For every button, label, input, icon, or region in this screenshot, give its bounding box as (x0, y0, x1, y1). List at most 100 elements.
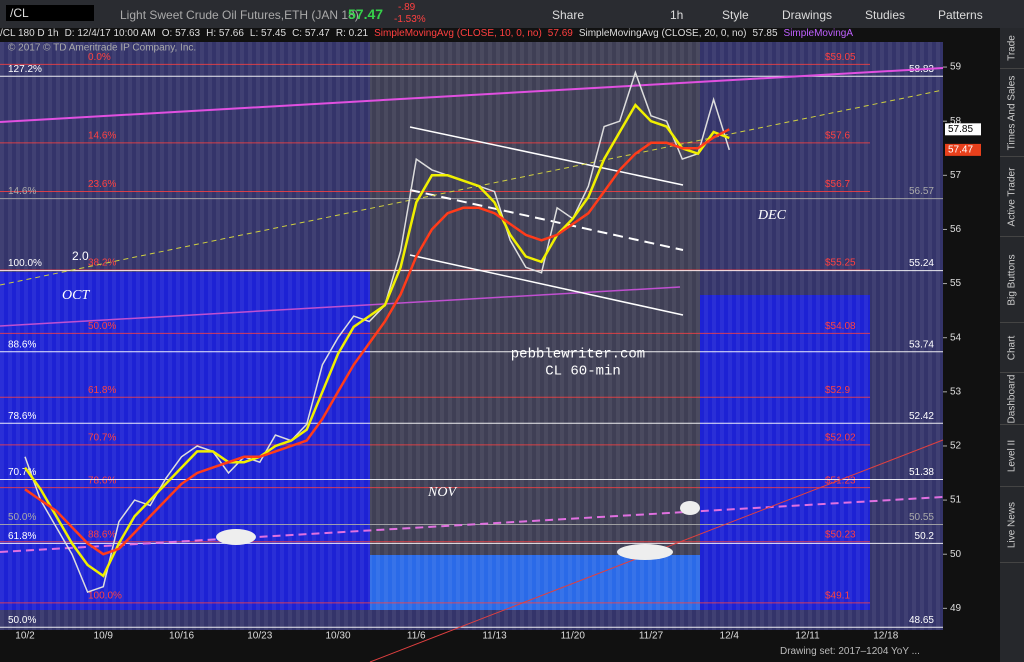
y-tick-label: 55 (950, 278, 962, 289)
level-label: 88.6% (8, 339, 36, 350)
period-button[interactable]: 1h (670, 8, 684, 22)
level-value-label: 56.57 (909, 186, 934, 197)
y-tick-label: 57 (950, 170, 962, 181)
watermark: CL 60-min (545, 364, 621, 380)
study: SimpleMovingAvg (CLOSE, 20, 0, no) (578, 28, 747, 39)
tab-label[interactable]: Active Trader (1006, 167, 1018, 227)
level-label: 14.6% (8, 186, 36, 197)
price-marker-label: 57.85 (948, 124, 973, 135)
tab-label[interactable]: Dashboard (1006, 374, 1018, 424)
annotation: 2.0 (72, 249, 89, 263)
y-tick-label: 51 (950, 495, 962, 506)
patterns-button[interactable]: Patterns (938, 8, 983, 22)
side-tab[interactable]: Active Trader (1000, 158, 1024, 237)
low: L: 57.45 (249, 28, 287, 39)
level-value-label: $54.08 (825, 321, 856, 332)
y-tick-label: 59 (950, 62, 962, 73)
level-value-label: $57.6 (825, 130, 850, 141)
side-tab[interactable]: Live News (1000, 488, 1024, 563)
study-value: 57.69 (547, 28, 573, 39)
last-price: 57.47 (348, 6, 384, 22)
highlight (680, 501, 700, 515)
level-value-label: 50.55 (909, 512, 934, 523)
close: C: 57.47 (292, 28, 330, 39)
price-marker (945, 143, 981, 156)
side-tab[interactable]: Chart (1000, 324, 1024, 373)
tab-label[interactable]: Chart (1006, 335, 1018, 361)
level-value-label: 55.24 (909, 258, 934, 269)
level-value-label: $52.02 (825, 433, 856, 444)
y-tick-label: 49 (950, 603, 962, 614)
tab-label[interactable]: Big Buttons (1006, 254, 1018, 306)
description: Light Sweet Crude Oil Futures,ETH (JAN 1… (120, 8, 359, 22)
level-label: 88.6% (88, 529, 116, 540)
level-label: 50.0% (8, 615, 36, 626)
x-tick-label: 12/18 (873, 631, 898, 642)
high: H: 57.66 (206, 28, 244, 39)
series-line (24, 128, 730, 556)
side-tabs: Trade Times And Sales Active Trader Big But… (1000, 28, 1024, 662)
price-marker-label: 57.47 (948, 145, 973, 156)
side-tab[interactable]: Times And Sales (1000, 70, 1024, 157)
toolbar: /CL Light Sweet Crude Oil Futures,ETH (J… (0, 0, 1024, 28)
style-button[interactable]: Style (722, 8, 749, 22)
side-tab[interactable]: Dashboard (1000, 374, 1024, 425)
level-value-label: $51.23 (825, 475, 856, 486)
x-tick-label: 12/4 (720, 631, 740, 642)
studies-button[interactable]: Studies (865, 8, 906, 22)
level-label: 50.0% (8, 512, 36, 523)
x-tick-label: 10/9 (94, 631, 114, 642)
level-label: 127.2% (8, 64, 42, 75)
level-label: 78.6% (8, 411, 36, 422)
study-value: 57.85 (752, 28, 778, 39)
trend-line (0, 67, 944, 123)
change: -.89 (398, 2, 416, 13)
chart-id: /CL 180 D 1h (0, 28, 59, 39)
x-tick-label: 10/16 (169, 631, 194, 642)
price-marker (945, 123, 981, 136)
copyright: © 2017 © TD Ameritrade IP Company, Inc. (8, 43, 196, 54)
x-tick-label: 10/30 (325, 631, 350, 642)
level-value-label: $59.05 (825, 52, 856, 63)
level-value-label: $56.7 (825, 179, 850, 190)
level-label: 100.0% (8, 258, 42, 269)
tab-label[interactable]: Level II (1006, 439, 1018, 473)
level-value-label: $55.25 (825, 258, 856, 269)
share-button[interactable]: Share (552, 8, 585, 22)
date: D: 12/4/17 10:00 AM (64, 28, 156, 39)
tab-label[interactable]: Trade (1006, 35, 1018, 61)
chart: 0.0% $59.05 14.6% $57.6 23.6% $56.7 38.2% $55.2… (0, 42, 1000, 662)
annotation: NOV (427, 485, 457, 500)
watermark: pebblewriter.com (511, 347, 645, 363)
x-tick-label: 11/6 (407, 631, 426, 642)
tab-label[interactable]: Times And Sales (1006, 75, 1018, 151)
side-tab[interactable]: Big Buttons (1000, 238, 1024, 323)
level-value-label: 53.74 (909, 339, 934, 350)
y-tick-label: 54 (950, 332, 962, 343)
level-label: 38.2% (88, 258, 116, 269)
channel-line (409, 126, 684, 186)
channel-line (409, 189, 684, 251)
study-header: /CL 180 D 1h D: 12/4/17 10:00 AM O: 57.63 H… (0, 28, 1000, 42)
level-value-label: $52.9 (825, 385, 850, 396)
x-tick-label: 10/2 (15, 631, 35, 642)
level-label: 50.0% (88, 321, 116, 332)
level-label: 0.0% (88, 52, 111, 63)
study: SimpleMovingA (783, 28, 854, 39)
y-axis-bg (943, 42, 1000, 630)
range: R: 0.21 (335, 28, 369, 39)
level-value-label: 48.65 (909, 615, 934, 626)
level-label: 70.7% (8, 467, 36, 478)
level-value-label: $50.23 (825, 529, 856, 540)
tab-label[interactable]: Live News (1006, 501, 1018, 549)
symbol-box[interactable]: /CL (6, 5, 94, 21)
level-label: 14.6% (88, 130, 116, 141)
x-tick-label: 10/23 (247, 631, 272, 642)
annotation: OCT (62, 288, 90, 303)
level-label: 61.8% (88, 385, 116, 396)
side-tab[interactable]: Trade (1000, 28, 1024, 69)
drawings-button[interactable]: Drawings (782, 8, 833, 22)
y-tick-label: 53 (950, 386, 962, 397)
level-value-label: 52.42 (909, 411, 934, 422)
side-tab[interactable]: Level II (1000, 426, 1024, 487)
